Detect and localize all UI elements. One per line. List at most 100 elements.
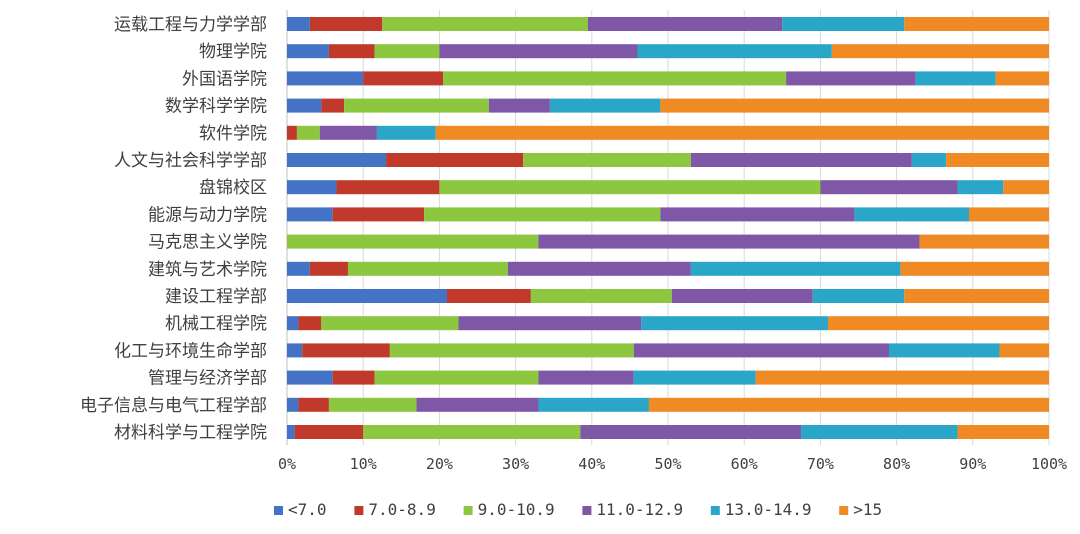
x-tick-labels: 0% 10% 20% 30% 40% 50% 60% 70% 80% 90% 100%	[278, 455, 1067, 473]
legend-label: >15	[853, 500, 882, 519]
bar-segment	[332, 207, 425, 222]
bar-segment	[828, 316, 1049, 331]
bar-segment	[376, 125, 436, 140]
category-label: 软件学院	[199, 124, 267, 144]
legend-swatch	[710, 506, 720, 515]
bar-segment	[782, 17, 905, 31]
bar-segment	[538, 370, 634, 385]
bar-segment	[336, 180, 440, 195]
bar-segment	[287, 180, 337, 195]
bar-segment	[888, 343, 1000, 358]
bar-segment	[287, 98, 322, 113]
legend: <7.0 7.0-8.9 9.0-10.9 11.0-12.9 13.0-14.9 >15	[274, 500, 882, 519]
bar-segment	[287, 370, 333, 385]
bar-segment	[302, 343, 390, 358]
bar-segment	[523, 153, 691, 167]
bar-segment	[854, 207, 969, 222]
category-label: 建设工程学部	[165, 287, 267, 307]
bar-segment	[660, 207, 855, 222]
category-label: 运载工程与力学学部	[114, 15, 267, 35]
bar-segment	[458, 316, 642, 331]
bar-segment	[641, 316, 829, 331]
bar-segment	[919, 234, 1049, 249]
x-tick-label: 20%	[426, 455, 453, 473]
bar-segment	[287, 207, 333, 222]
x-tick-label: 60%	[731, 455, 758, 473]
category-label: 管理与经济学部	[148, 369, 267, 389]
category-label: 材料科学与工程学院	[114, 423, 267, 443]
bar-segment	[389, 343, 634, 358]
bar-segment	[344, 98, 489, 113]
bar-segment	[812, 289, 905, 303]
bar-segment	[690, 153, 912, 167]
bar-segment	[328, 397, 417, 412]
category-label: 机械工程学院	[165, 314, 267, 334]
bar-segment	[690, 261, 901, 276]
bar-segment	[900, 261, 1049, 276]
legend-label: 11.0-12.9	[596, 500, 683, 519]
bar-segment	[374, 370, 539, 385]
legend-swatch	[582, 506, 592, 515]
bar-segment	[319, 125, 377, 140]
bar-segment	[507, 261, 691, 276]
legend-label: 13.0-14.9	[725, 500, 812, 519]
x-tick-label: 30%	[502, 455, 529, 473]
bar-segment	[957, 180, 1004, 195]
category-label: 物理学院	[199, 42, 267, 62]
bar-segment	[287, 234, 539, 249]
bar-segment	[386, 153, 524, 167]
x-tick-label: 70%	[807, 455, 834, 473]
bar-segment	[287, 153, 387, 167]
legend-swatch	[274, 506, 283, 515]
bar-segment	[648, 397, 1049, 412]
bar-segment	[549, 98, 661, 113]
bar-segment	[538, 397, 649, 412]
x-tick-label: 90%	[959, 455, 986, 473]
bar-segment	[447, 289, 531, 303]
legend-label: 9.0-10.9	[478, 500, 555, 519]
bar-segment	[904, 289, 1049, 303]
bar-segment	[633, 343, 889, 358]
bar-segment	[416, 397, 539, 412]
bar-segment	[321, 98, 345, 113]
legend-swatch	[463, 506, 473, 515]
category-label: 能源与动力学院	[148, 205, 267, 225]
bar-segment	[587, 17, 783, 31]
bar-segment	[530, 289, 672, 303]
x-tick-label: 0%	[278, 455, 296, 473]
bar-segment	[363, 71, 444, 86]
bar-segment	[298, 397, 329, 412]
bar-segment	[637, 44, 832, 59]
category-label: 电子信息与电气工程学部	[80, 396, 267, 416]
category-label: 人文与社会科学学部	[114, 151, 267, 171]
bar-segment	[287, 17, 310, 31]
x-tick-label: 100%	[1031, 455, 1067, 473]
bar-segment	[298, 316, 322, 331]
category-label: 建筑与艺术学院	[148, 260, 267, 280]
bar-segment	[435, 125, 1050, 140]
bar-segment	[347, 261, 508, 276]
legend-swatch	[354, 506, 364, 515]
bar-segment	[443, 71, 787, 86]
bar-segment	[633, 370, 756, 385]
bar-segment	[328, 44, 375, 59]
bar-segment	[671, 289, 813, 303]
x-tick-label: 10%	[350, 455, 377, 473]
bar-segment	[321, 316, 459, 331]
bar-segment	[287, 261, 310, 276]
category-label: 化工与环境生命学部	[114, 341, 267, 361]
bar-segment	[363, 425, 581, 439]
bar-segment	[294, 425, 364, 439]
bar-segment	[995, 71, 1049, 86]
bar-segment	[968, 207, 1049, 222]
bars	[287, 17, 1050, 439]
legend-label: 7.0-8.9	[368, 500, 435, 519]
bar-segment	[999, 343, 1049, 358]
legend-label: <7.0	[288, 500, 327, 519]
x-tick-label: 40%	[578, 455, 605, 473]
bar-segment	[287, 289, 448, 303]
bar-segment	[439, 44, 638, 59]
bar-segment	[287, 71, 364, 86]
bar-segment	[580, 425, 802, 439]
